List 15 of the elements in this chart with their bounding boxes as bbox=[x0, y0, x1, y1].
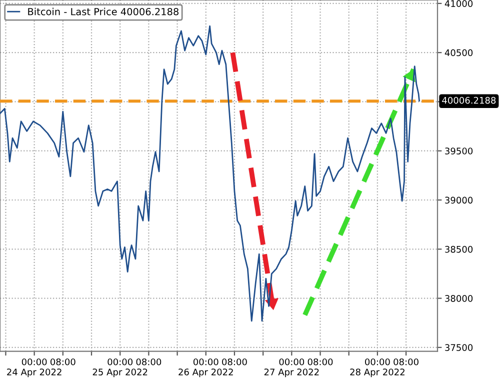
legend-label: Bitcoin - Last Price 40006.2188 bbox=[28, 8, 178, 16]
x-tick-label: 08:00 bbox=[308, 358, 333, 366]
y-tick-label: 38000 bbox=[445, 295, 473, 302]
x-tick-label: 08:00 bbox=[222, 358, 247, 366]
y-tick-label: 39500 bbox=[445, 148, 473, 154]
ref-line-label: 40006.2188 bbox=[442, 96, 496, 104]
y-tick-label: 37500 bbox=[445, 344, 473, 351]
y-tick-label: 39000 bbox=[445, 196, 473, 204]
x-tick-label: 08:00 bbox=[136, 358, 162, 366]
y-tick-label: 40500 bbox=[444, 49, 473, 56]
x-tick-label: 08:00 bbox=[394, 358, 418, 366]
line-series bbox=[0, 25, 420, 322]
y-tick-label: 41000 bbox=[444, 0, 473, 7]
y-tick-label: 38500 bbox=[445, 246, 473, 253]
x-tick-label: 08:00 bbox=[50, 358, 76, 366]
